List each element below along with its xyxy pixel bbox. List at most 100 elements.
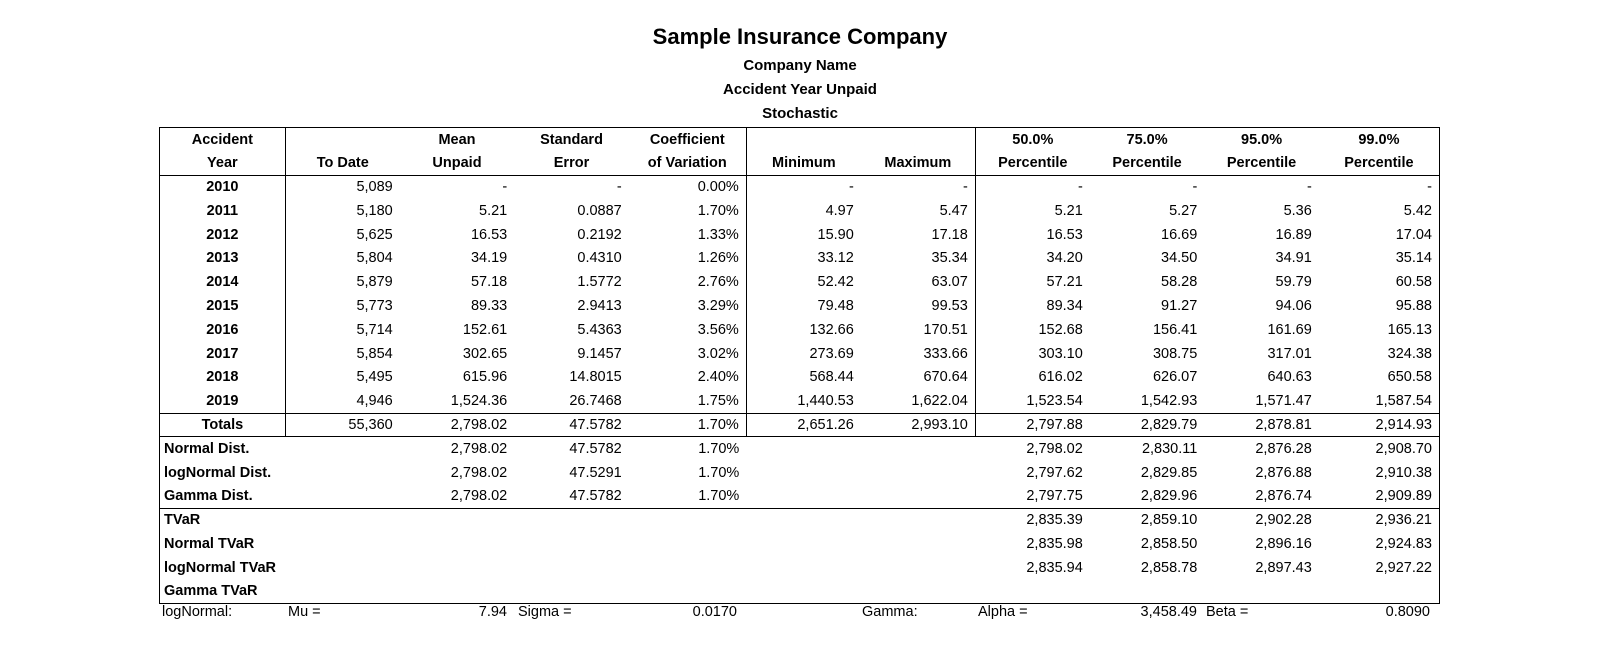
company-name: Company Name xyxy=(743,57,857,74)
table-cell: 34.19 xyxy=(470,250,508,267)
totals-cell: 2,914.93 xyxy=(1318,412,1440,438)
table-cell: 1.26% xyxy=(628,246,747,271)
accident-year: 2010 xyxy=(159,175,286,199)
table-cell: 2.76% xyxy=(628,270,747,295)
table-cell: 2,798.02 xyxy=(450,441,508,457)
table-cell: 3.29% xyxy=(628,294,747,318)
table-row: 2010 5,089- -0.00% - - - - - - xyxy=(159,175,1440,199)
table-cell: 95.88 xyxy=(1318,294,1440,318)
table-cell: 2,835.98 xyxy=(1026,535,1083,552)
table-cell: 91.27 xyxy=(1161,297,1198,314)
report-title: Sample Insurance Company xyxy=(652,24,948,49)
table-cell: 152.61 xyxy=(462,321,508,338)
table-cell: 273.69 xyxy=(809,345,854,362)
table-cell: 9.1457 xyxy=(577,345,622,362)
table-cell: 650.58 xyxy=(1318,365,1440,390)
table-cell: 14.8015 xyxy=(569,369,622,386)
beta-label: Beta = xyxy=(1206,604,1249,620)
totals-cell: 2,651.26 xyxy=(746,412,861,438)
table-cell: 2,909.89 xyxy=(1318,484,1440,509)
table-cell: 308.75 xyxy=(1152,345,1198,362)
table-cell: 5,495 xyxy=(356,369,393,386)
distribution-row: Normal Dist. 2,798.02 47.5782 1.70% 2,798.02… xyxy=(158,436,1440,461)
table-row: 2017 5,854 302.65 9.1457 3.02% 273.69 333.66 30… xyxy=(159,341,1440,366)
column-header: 50.0% xyxy=(975,127,1090,152)
table-row: 2019 4,946 1,524.36 26.7468 1.75% 1,440.53 1,6… xyxy=(159,389,1440,414)
table-cell: 1,571.47 xyxy=(1255,392,1312,409)
table-cell: 16.53 xyxy=(470,226,508,243)
empty-cell xyxy=(746,461,975,485)
table-cell: 1.75% xyxy=(628,389,747,414)
column-header xyxy=(746,127,861,152)
sigma-value: 0.0170 xyxy=(692,604,737,620)
column-header xyxy=(285,127,400,152)
column-header: Percentile xyxy=(975,151,1090,176)
table-cell: 615.96 xyxy=(462,369,508,386)
table-cell: 5,854 xyxy=(356,345,393,362)
table-cell: 2,835.94 xyxy=(1026,559,1083,576)
table-cell: 16.89 xyxy=(1275,226,1312,243)
table-cell: 5.47 xyxy=(860,198,976,223)
table-cell: 52.42 xyxy=(817,274,854,291)
tvar-row: Normal TVaR 2,835.98 2,858.50 2,896.16 2,924… xyxy=(159,532,1440,556)
table-cell: 2,902.28 xyxy=(1255,512,1312,529)
column-header: Percentile xyxy=(1204,151,1319,176)
table-cell: 5,804 xyxy=(356,250,393,267)
table-cell: 16.69 xyxy=(1161,226,1198,243)
table-cell: 35.14 xyxy=(1318,246,1440,271)
column-header: Coefficient xyxy=(628,127,747,152)
column-header: Error xyxy=(514,151,629,176)
totals-cell: 47.5782 xyxy=(514,412,629,438)
table-cell: 0.4310 xyxy=(577,250,622,267)
column-header: Year xyxy=(159,151,286,176)
table-cell: 1,524.36 xyxy=(450,392,508,409)
table-cell: 17.18 xyxy=(860,222,976,247)
table-cell: 5,180 xyxy=(356,202,393,219)
table-cell: 2,797.62 xyxy=(1026,464,1083,481)
table-cell: 5.21 xyxy=(479,202,508,219)
table-cell: 4.97 xyxy=(825,202,854,219)
table-cell: 2.9413 xyxy=(577,297,622,314)
table-cell: 2,910.38 xyxy=(1318,460,1440,485)
distribution-label: Normal Dist. xyxy=(158,436,400,461)
header-row: Year To Date Unpaid Error of Variation Minimu… xyxy=(159,151,1440,176)
table-cell: 2,835.39 xyxy=(1026,512,1083,529)
table-cell: 2,936.21 xyxy=(1318,508,1440,533)
report-name: Accident Year Unpaid xyxy=(723,81,877,98)
table-cell: 15.90 xyxy=(817,226,854,243)
table-row: 2012 5,625 16.53 0.2192 1.33% 15.90 17.18 16.53… xyxy=(159,222,1440,247)
column-header: Maximum xyxy=(860,151,976,176)
table-cell: - xyxy=(860,175,976,199)
tvar-label: logNormal TVaR xyxy=(159,555,976,580)
column-header: 95.0% xyxy=(1204,127,1319,152)
table-cell: 303.10 xyxy=(1038,345,1083,362)
table-cell: 63.07 xyxy=(860,270,976,295)
table-cell: 2,924.83 xyxy=(1318,532,1440,556)
table-cell: - xyxy=(1318,175,1440,199)
table-cell: 640.63 xyxy=(1267,369,1312,386)
column-header: 99.0% xyxy=(1318,127,1440,152)
table-cell: 132.66 xyxy=(809,321,854,338)
table-row: 2015 5,773 89.33 2.9413 3.29% 79.48 99.53 89.34… xyxy=(159,294,1440,318)
table-cell: 2,858.78 xyxy=(1140,559,1198,576)
tvar-row: Gamma TVaR xyxy=(159,579,1440,604)
table-cell: 26.7468 xyxy=(569,392,622,409)
table-cell: 5.4363 xyxy=(577,321,622,338)
table-cell: 17.04 xyxy=(1318,222,1440,247)
table-cell: 47.5782 xyxy=(514,484,629,509)
table-cell: 2,876.74 xyxy=(1204,484,1319,509)
distribution-label: logNormal Dist. xyxy=(158,460,400,485)
totals-label: Totals xyxy=(159,412,286,438)
table-cell: 5.21 xyxy=(1054,202,1083,219)
mu-label: Mu = xyxy=(288,604,321,620)
empty-cell xyxy=(746,437,975,461)
table-cell: 5,714 xyxy=(356,321,393,338)
table-cell: 47.5782 xyxy=(569,441,622,457)
alpha-label: Alpha = xyxy=(978,604,1028,620)
tvar-label: Normal TVaR xyxy=(159,532,976,556)
table-cell: - xyxy=(502,179,508,196)
column-header: of Variation xyxy=(628,151,747,176)
table-cell: 33.12 xyxy=(817,250,854,267)
mu-value: 7.94 xyxy=(478,604,507,620)
table-cell: 2,908.70 xyxy=(1318,436,1440,461)
